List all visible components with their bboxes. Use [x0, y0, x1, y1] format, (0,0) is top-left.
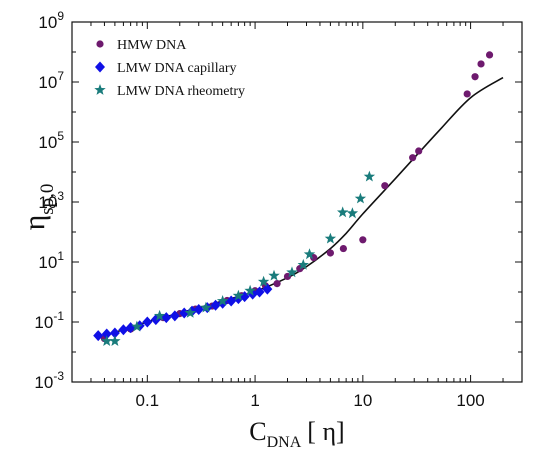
y-axis-symbol: η: [18, 215, 51, 231]
x-axis-subscript: DNA: [267, 434, 302, 450]
circle-point: [463, 90, 471, 98]
y-tick-label: 10-1: [34, 309, 64, 332]
diamond-point: [254, 286, 265, 298]
star-point: [232, 289, 245, 301]
y-axis-title: ηsp,0: [18, 184, 58, 231]
circle-point: [381, 182, 389, 190]
star-point: [216, 295, 229, 306]
data-points: [93, 51, 494, 346]
circle-point: [339, 244, 347, 253]
diamond-point: [226, 295, 237, 307]
y-tick-label: 101: [38, 249, 64, 272]
fit-curve: [97, 76, 504, 339]
star-point: [184, 307, 196, 318]
star-point: [268, 269, 280, 281]
star-point: [324, 232, 337, 244]
diamond-point: [93, 330, 104, 342]
x-tick-label: 0.1: [135, 391, 159, 410]
legend-diamond-marker: [95, 61, 105, 73]
diamond-point: [125, 322, 136, 334]
x-tick-label: 10: [353, 391, 372, 410]
axis-ticks: [71, 21, 523, 383]
y-tick-label: 10-3: [34, 369, 64, 392]
y-tick-label: 103: [38, 189, 64, 212]
circle-point: [273, 280, 281, 288]
star-point: [303, 248, 316, 260]
circle-point: [326, 249, 334, 257]
diamond-point: [210, 299, 221, 311]
star-point: [346, 207, 359, 219]
diamond-point: [262, 283, 273, 295]
star-point: [363, 170, 376, 182]
star-point: [131, 320, 143, 332]
legend-circle-marker: [96, 40, 104, 48]
circle-point: [409, 154, 417, 162]
diamond-point: [142, 316, 153, 328]
x-axis-title: CDNA [ η]: [249, 417, 344, 450]
circle-point: [477, 60, 485, 68]
x-tick-label: 1: [250, 391, 259, 410]
legend-label: LMW DNA rheometry: [117, 84, 245, 99]
circle-point: [415, 147, 423, 155]
legend-label: HMW DNA: [117, 38, 187, 53]
diamond-point: [109, 327, 120, 339]
circle-point: [485, 51, 494, 59]
star-point: [200, 301, 212, 313]
x-axis-bracket: [ η]: [307, 417, 344, 446]
star-point: [337, 206, 349, 218]
legend-label: LMW DNA capillary: [117, 61, 237, 76]
circle-point: [359, 236, 367, 244]
star-point: [109, 335, 121, 346]
diamond-point: [179, 307, 190, 319]
y-axis-subscript: sp,0: [37, 184, 58, 215]
y-tick-label: 109: [38, 9, 64, 32]
y-tick-label: 107: [38, 69, 64, 92]
legend-star-marker: [94, 84, 106, 95]
star-point: [153, 309, 166, 321]
tick-labels: 0.1 1 10 100 10-3 10-1 101 103 105 107 109: [34, 9, 484, 410]
star-point: [257, 275, 270, 287]
legend: HMW DNA LMW DNA capillary LMW DNA rheometr…: [94, 38, 245, 99]
circle-point: [471, 73, 479, 81]
star-point: [244, 284, 256, 296]
star-point: [354, 192, 367, 204]
diamond-point: [118, 324, 129, 336]
diamond-point: [169, 310, 180, 322]
star-point: [297, 258, 309, 270]
diamond-point: [161, 312, 172, 324]
star-point: [286, 266, 298, 278]
x-axis-symbol: C: [249, 417, 266, 446]
y-tick-label: 105: [38, 129, 64, 152]
diamond-point: [101, 328, 112, 340]
star-point: [101, 335, 113, 346]
diamond-point: [193, 304, 204, 316]
x-tick-label: 100: [456, 391, 484, 410]
